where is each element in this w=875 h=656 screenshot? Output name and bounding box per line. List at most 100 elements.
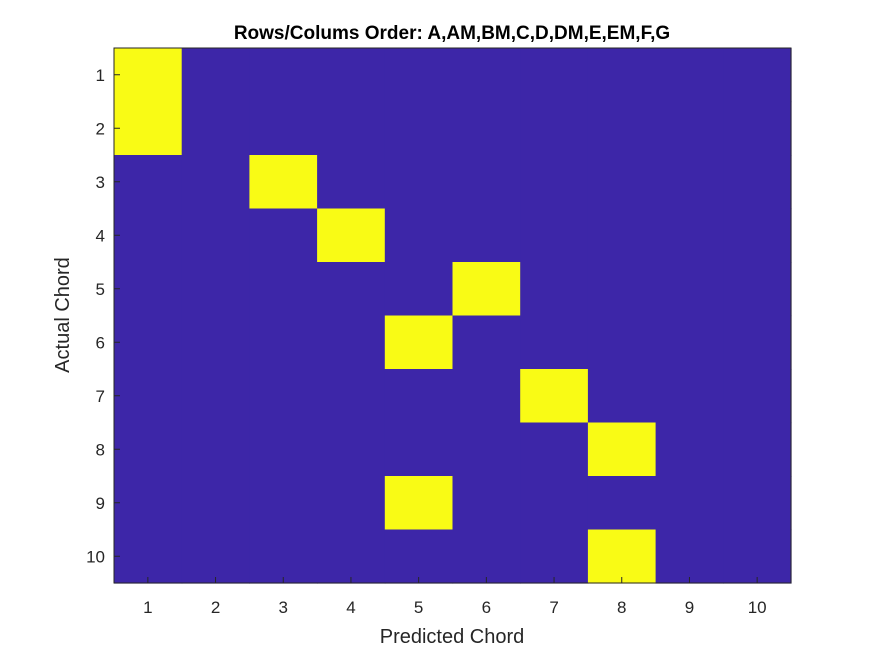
heatmap-cell-r10-c8 xyxy=(587,529,657,584)
heatmap-cell-r3-c4 xyxy=(317,155,386,210)
heatmap-cell-r5-c9 xyxy=(655,262,724,317)
heatmap-cell-r2-c1 xyxy=(114,101,183,156)
heatmap-cell-r3-c5 xyxy=(384,155,454,210)
heatmap-cell-r2-c6 xyxy=(452,101,521,156)
heatmap-cell-r8-c2 xyxy=(181,422,250,477)
heatmap-cell-r5-c2 xyxy=(181,262,250,317)
heatmap-cell-r10-c7 xyxy=(520,529,589,584)
heatmap-cell-r2-c3 xyxy=(249,101,318,156)
heatmap-cell-r1-c9 xyxy=(655,48,724,103)
heatmap-cell-r4-c7 xyxy=(520,208,589,263)
heatmap-cell-r4-c8 xyxy=(587,208,657,263)
heatmap-cell-r9-c6 xyxy=(452,476,521,531)
heatmap-cell-r1-c2 xyxy=(181,48,250,103)
x-tick-label: 6 xyxy=(482,598,491,617)
heatmap-cell-r5-c4 xyxy=(317,262,386,317)
chart-title: Rows/Colums Order: A,AM,BM,C,D,DM,E,EM,F… xyxy=(234,23,670,44)
y-tick-label: 1 xyxy=(96,66,105,85)
heatmap-cell-r9-c2 xyxy=(181,476,250,531)
heatmap-cell-r6-c6 xyxy=(452,315,521,370)
heatmap-cell-r7-c3 xyxy=(249,369,318,424)
heatmap-cell-r10-c10 xyxy=(723,529,792,584)
x-tick-label: 9 xyxy=(685,598,694,617)
heatmap-cell-r8-c5 xyxy=(384,422,454,477)
heatmap-cell-r1-c6 xyxy=(452,48,521,103)
heatmap-cell-r4-c1 xyxy=(114,208,183,263)
heatmap-cell-r4-c5 xyxy=(384,208,454,263)
heatmap-cell-r7-c4 xyxy=(317,369,386,424)
heatmap-cell-r3-c10 xyxy=(723,155,792,210)
heatmap-cell-r9-c5 xyxy=(384,476,454,531)
heatmap-cell-r3-c7 xyxy=(520,155,589,210)
heatmap-cell-r8-c8 xyxy=(587,422,657,477)
heatmap-cell-r7-c9 xyxy=(655,369,724,424)
heatmap-cell-r4-c4 xyxy=(317,208,386,263)
heatmap-cell-r8-c6 xyxy=(452,422,521,477)
heatmap-cell-r7-c10 xyxy=(723,369,792,424)
heatmap-cell-r5-c6 xyxy=(452,262,521,317)
y-tick-label: 2 xyxy=(96,119,105,138)
heatmap-cell-r3-c9 xyxy=(655,155,724,210)
heatmap-cell-r3-c8 xyxy=(587,155,657,210)
heatmap-cell-r4-c9 xyxy=(655,208,724,263)
heatmap-cell-r7-c5 xyxy=(384,369,454,424)
y-tick-label: 10 xyxy=(86,547,105,566)
heatmap-cell-r8-c7 xyxy=(520,422,589,477)
x-tick-label: 8 xyxy=(617,598,626,617)
x-tick-label: 4 xyxy=(346,598,355,617)
heatmap-cell-r8-c3 xyxy=(249,422,318,477)
heatmap-cell-r2-c5 xyxy=(384,101,454,156)
heatmap-cell-r10-c5 xyxy=(384,529,454,584)
heatmap-cell-r10-c2 xyxy=(181,529,250,584)
x-tick-label: 1 xyxy=(143,598,152,617)
plot-frame xyxy=(113,47,792,584)
heatmap-cell-r6-c3 xyxy=(249,315,318,370)
x-tick-label: 3 xyxy=(279,598,288,617)
x-axis: 1 2 3 4 5 6 7 8 9 10 xyxy=(143,577,767,617)
heatmap-cell-r9-c4 xyxy=(317,476,386,531)
heatmap-cell-r6-c2 xyxy=(181,315,250,370)
y-tick-label: 3 xyxy=(96,173,105,192)
heatmap-cell-r10-c6 xyxy=(452,529,521,584)
heatmap-cell-r4-c3 xyxy=(249,208,318,263)
heatmap-cell-r6-c10 xyxy=(723,315,792,370)
y-tick-label: 9 xyxy=(96,494,105,513)
x-tick-label: 2 xyxy=(211,598,220,617)
y-axis: 1 2 3 4 5 6 7 8 9 10 xyxy=(86,66,120,566)
heatmap-cell-r1-c8 xyxy=(587,48,657,103)
heatmap-cell-r10-c3 xyxy=(249,529,318,584)
y-tick-label: 7 xyxy=(96,387,105,406)
heatmap-cell-r3-c1 xyxy=(114,155,183,210)
heatmap-cell-r9-c7 xyxy=(520,476,589,531)
x-axis-label: Predicted Chord xyxy=(380,626,525,648)
heatmap-cell-r2-c2 xyxy=(181,101,250,156)
y-tick-label: 6 xyxy=(96,333,105,352)
heatmap-cell-r3-c6 xyxy=(452,155,521,210)
heatmap-cell-r1-c4 xyxy=(317,48,386,103)
heatmap-cell-r10-c4 xyxy=(317,529,386,584)
heatmap-cell-r1-c3 xyxy=(249,48,318,103)
heatmap-cell-r6-c9 xyxy=(655,315,724,370)
heatmap-cell-r7-c2 xyxy=(181,369,250,424)
heatmap-cell-r8-c10 xyxy=(723,422,792,477)
y-tick-label: 5 xyxy=(96,280,105,299)
heatmap-cell-r9-c10 xyxy=(723,476,792,531)
heatmap-cell-r4-c2 xyxy=(181,208,250,263)
heatmap-cell-r7-c7 xyxy=(520,369,589,424)
heatmap-cell-r5-c3 xyxy=(249,262,318,317)
x-tick-label: 5 xyxy=(414,598,423,617)
heatmap-cell-r6-c7 xyxy=(520,315,589,370)
heatmap-cell-r6-c4 xyxy=(317,315,386,370)
heatmap-cell-r8-c1 xyxy=(114,422,183,477)
heatmap-cell-r1-c5 xyxy=(384,48,454,103)
heatmap-cell-r8-c9 xyxy=(655,422,724,477)
heatmap-cell-r5-c5 xyxy=(384,262,454,317)
heatmap-cell-r10-c9 xyxy=(655,529,724,584)
heatmap-cell-r2-c9 xyxy=(655,101,724,156)
heatmap-cell-r4-c10 xyxy=(723,208,792,263)
heatmap-cell-r2-c10 xyxy=(723,101,792,156)
heatmap-cell-r2-c7 xyxy=(520,101,589,156)
heatmap-cell-r9-c8 xyxy=(587,476,657,531)
heatmap-cell-r9-c3 xyxy=(249,476,318,531)
y-tick-label: 4 xyxy=(96,226,105,245)
